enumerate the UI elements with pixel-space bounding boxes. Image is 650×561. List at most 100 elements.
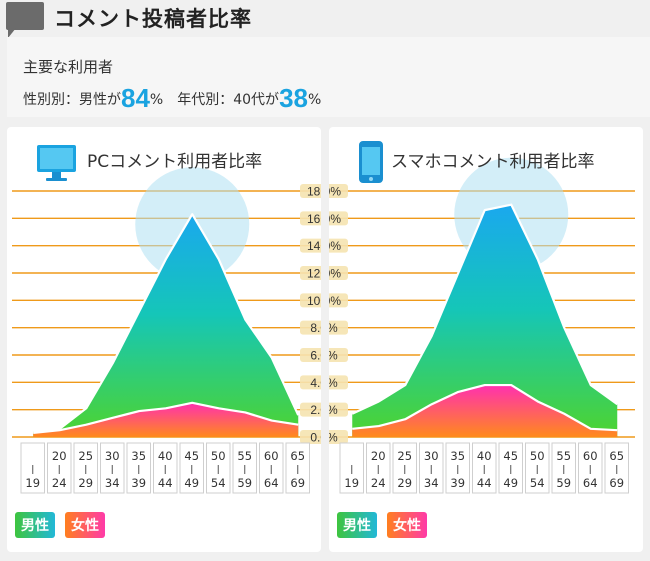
- y-tick-bg: [300, 430, 321, 444]
- x-tick-top: 20: [371, 449, 386, 463]
- female-line: [33, 401, 299, 434]
- x-tick-bottom: 64: [264, 476, 279, 490]
- x-category: 60 64: [578, 442, 603, 494]
- age-prefix: 年代別：40代が: [177, 92, 280, 108]
- y-tick-bg: [329, 266, 348, 280]
- x-tick-bottom: 44: [477, 476, 492, 490]
- y-tick-bg: [300, 184, 321, 198]
- x-tick-top: 65: [609, 449, 624, 463]
- smartphone-icon: [359, 141, 383, 183]
- y-tick-bg: [300, 375, 321, 390]
- legend-female: 女性: [387, 512, 427, 538]
- y-tick-label: 16.0%: [307, 212, 321, 226]
- x-tick-bottom: 59: [556, 476, 571, 490]
- x-tick-bottom: 54: [530, 476, 545, 490]
- x-category: 25 29: [73, 442, 98, 494]
- x-category: 30 34: [100, 442, 125, 494]
- age-value: 38: [279, 83, 308, 113]
- y-tick-label: 6.0%: [310, 349, 321, 363]
- y-tick-bg: [329, 211, 348, 226]
- summary-box: 主要な利用者 性別別：男性が84% 年代別：40代が38%: [7, 37, 650, 117]
- x-category: 65 69: [285, 442, 310, 494]
- x-category: 55 59: [551, 442, 576, 494]
- y-tick-bg: [300, 348, 321, 362]
- y-tick-label: 14.0%: [307, 239, 321, 253]
- x-tick-bottom: 19: [344, 476, 359, 490]
- x-tick-bottom: 39: [450, 476, 465, 490]
- smartphone-chart: 0.0% 2.0% 4.0% 6.0% 8.0% 10.0% 12.0% 14.0% 16.0%…: [329, 141, 635, 494]
- x-tick-bottom: 24: [52, 476, 67, 490]
- x-tick-top: 35: [131, 449, 146, 463]
- y-tick-bg: [329, 430, 348, 444]
- x-category: 35 39: [126, 442, 151, 494]
- y-tick-bg: [329, 402, 348, 417]
- x-tick-top: 20: [52, 449, 67, 463]
- x-tick-top: 55: [556, 449, 571, 463]
- male-area: [33, 214, 299, 437]
- y-tick-label: 8.0%: [329, 321, 338, 335]
- gender-prefix: 性別別：男性が: [23, 92, 121, 108]
- pc-chart: 0.0% 2.0% 4.0% 6.0% 8.0% 10.0% 12.0% 14.0% 16.0%…: [12, 145, 321, 494]
- x-tick-top: 50: [211, 449, 226, 463]
- y-tick-bg: [329, 348, 348, 362]
- y-tick-bg: [300, 238, 321, 253]
- x-tick-top: 45: [503, 449, 518, 463]
- male-line: [33, 213, 300, 433]
- y-tick-label: 0.0%: [329, 431, 338, 445]
- x-category: 50 54: [525, 442, 550, 494]
- x-category: 19: [339, 442, 364, 494]
- summary-label: 主要な利用者: [23, 58, 114, 76]
- y-tick-label: 4.0%: [310, 376, 321, 390]
- y-tick-label: 16.0%: [329, 212, 341, 226]
- stat-line: 性別別：男性が84% 年代別：40代が38%: [23, 83, 321, 114]
- x-tick-top: 25: [397, 449, 412, 463]
- y-tick-label: 14.0%: [329, 239, 341, 253]
- y-tick-label: 12.0%: [307, 267, 321, 281]
- x-tick-top: 30: [424, 449, 439, 463]
- x-tick-bottom: 49: [503, 476, 518, 490]
- y-tick-label: 2.0%: [329, 403, 338, 417]
- y-tick-bg: [329, 293, 348, 308]
- y-tick-label: 2.0%: [310, 403, 321, 417]
- y-tick-label: 10.0%: [329, 294, 341, 308]
- x-tick-bottom: 54: [211, 476, 226, 490]
- male-area: [352, 204, 618, 437]
- y-tick-bg: [300, 402, 321, 417]
- page-title: コメント投稿者比率: [54, 7, 252, 31]
- x-category: 65 69: [604, 442, 629, 494]
- x-category: 40 44: [153, 442, 178, 494]
- x-tick-top: 40: [477, 449, 492, 463]
- x-tick-bottom: 39: [131, 476, 146, 490]
- y-tick-label: 8.0%: [310, 321, 321, 335]
- smartphone-legend: 男性 女性: [337, 512, 437, 538]
- legend-female: 女性: [65, 512, 105, 538]
- x-category: 55 59: [232, 442, 257, 494]
- y-tick-label: 4.0%: [329, 376, 338, 390]
- x-category: 50 54: [206, 442, 231, 494]
- x-tick-bottom: 49: [184, 476, 199, 490]
- smartphone-chart-title: スマホコメント利用者比率: [391, 152, 595, 172]
- x-tick-top: 30: [105, 449, 120, 463]
- y-tick-bg: [300, 293, 321, 308]
- x-tick-bottom: 69: [290, 476, 305, 490]
- y-tick-label: 12.0%: [329, 267, 341, 281]
- y-tick-bg: [300, 266, 321, 280]
- y-tick-bg: [329, 238, 348, 253]
- female-area: [352, 385, 618, 437]
- x-category: 35 39: [445, 442, 470, 494]
- x-category: 45 49: [179, 442, 204, 494]
- gender-percent: %: [149, 92, 164, 108]
- x-tick-bottom: 34: [105, 476, 120, 490]
- pc-legend: 男性 女性: [15, 512, 115, 538]
- x-tick-bottom: 44: [158, 476, 173, 490]
- x-tick-top: 40: [158, 449, 173, 463]
- x-category: 30 34: [419, 442, 444, 494]
- y-tick-label: 18.0%: [329, 185, 341, 199]
- legend-male: 男性: [15, 512, 55, 538]
- male-line: [351, 203, 618, 415]
- x-tick-bottom: 24: [371, 476, 386, 490]
- y-tick-label: 6.0%: [329, 349, 338, 363]
- female-line: [352, 383, 618, 432]
- x-category: 60 64: [259, 442, 284, 494]
